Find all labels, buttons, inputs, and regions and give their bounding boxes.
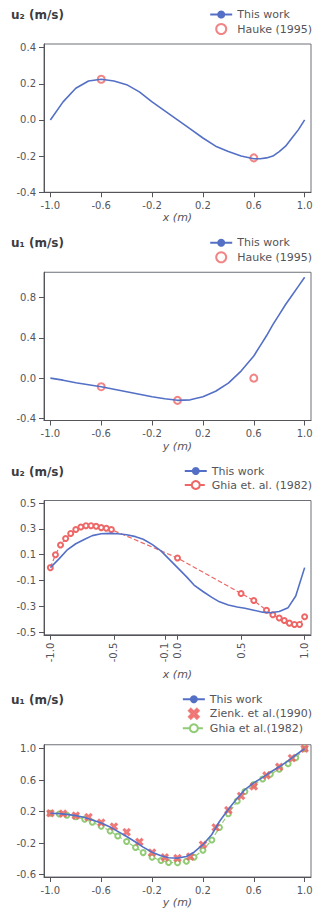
svg-text:-0.2: -0.2 (142, 200, 162, 211)
svg-text:-0.6: -0.6 (91, 885, 111, 896)
svg-text:y (m): y (m) (162, 440, 192, 453)
svg-text:This work: This work (209, 693, 263, 706)
svg-text:0.4: 0.4 (20, 332, 36, 343)
svg-text:-0.1: -0.1 (16, 575, 36, 586)
svg-text:Zienk. et al.(1990): Zienk. et al.(1990) (210, 707, 312, 720)
svg-text:-0.1: -0.1 (159, 643, 170, 663)
svg-text:1.0: 1.0 (299, 643, 310, 659)
svg-text:y (m): y (m) (162, 896, 192, 909)
svg-text:-0.6: -0.6 (91, 428, 111, 439)
svg-text:0.2: 0.2 (20, 78, 36, 89)
svg-text:-0.6: -0.6 (16, 869, 36, 880)
svg-text:-1.0: -1.0 (41, 885, 61, 896)
svg-text:1.0: 1.0 (297, 200, 313, 211)
svg-text:0.6: 0.6 (246, 200, 262, 211)
svg-text:-0.2: -0.2 (16, 151, 36, 162)
svg-text:Ghia et al.(1982): Ghia et al.(1982) (210, 722, 303, 735)
svg-text:0.2: 0.2 (195, 428, 211, 439)
svg-text:-1.0: -1.0 (41, 428, 61, 439)
svg-text:0.3: 0.3 (20, 523, 36, 534)
svg-text:0.2: 0.2 (195, 200, 211, 211)
svg-text:-0.2: -0.2 (142, 428, 162, 439)
svg-text:-0.4: -0.4 (16, 187, 36, 198)
svg-text:-0.3: -0.3 (16, 601, 36, 612)
svg-text:0.6: 0.6 (246, 885, 262, 896)
svg-text:u₁ (m/s): u₁ (m/s) (11, 236, 64, 250)
svg-text:u₂ (m/s): u₂ (m/s) (11, 465, 64, 479)
svg-text:-0.2: -0.2 (16, 838, 36, 849)
svg-text:0.6: 0.6 (246, 428, 262, 439)
svg-text:0.2: 0.2 (195, 885, 211, 896)
svg-text:-0.4: -0.4 (16, 413, 36, 424)
svg-text:This work: This work (236, 8, 290, 21)
svg-text:1.0: 1.0 (20, 743, 36, 754)
svg-text:0.8: 0.8 (20, 292, 36, 303)
svg-text:-0.6: -0.6 (91, 200, 111, 211)
svg-text:0.2: 0.2 (20, 806, 36, 817)
svg-text:0.5: 0.5 (236, 643, 247, 659)
svg-text:-0.5: -0.5 (108, 643, 119, 663)
svg-text:-0.2: -0.2 (142, 885, 162, 896)
svg-text:This work: This work (211, 465, 265, 478)
svg-text:0.6: 0.6 (20, 775, 36, 786)
svg-text:0.4: 0.4 (20, 42, 36, 53)
svg-text:x (m): x (m) (162, 211, 192, 224)
svg-text:0.0: 0.0 (20, 114, 36, 125)
svg-text:x (m): x (m) (162, 668, 192, 681)
svg-text:0.0: 0.0 (172, 643, 183, 659)
svg-text:Hauke (1995): Hauke (1995) (237, 251, 312, 264)
svg-text:Ghia et. al. (1982): Ghia et. al. (1982) (212, 479, 312, 492)
svg-text:1.0: 1.0 (297, 885, 313, 896)
svg-text:-1.0: -1.0 (41, 200, 61, 211)
svg-text:u₂ (m/s): u₂ (m/s) (11, 8, 64, 22)
svg-text:-0.5: -0.5 (16, 627, 36, 638)
svg-text:Hauke (1995): Hauke (1995) (237, 23, 312, 36)
svg-text:0.5: 0.5 (20, 498, 36, 509)
svg-text:u₁ (m/s): u₁ (m/s) (11, 693, 64, 707)
svg-text:-1.0: -1.0 (45, 643, 56, 663)
svg-text:0.0: 0.0 (20, 373, 36, 384)
svg-text:This work: This work (236, 236, 290, 249)
svg-text:1.0: 1.0 (297, 428, 313, 439)
svg-text:0.1: 0.1 (20, 549, 36, 560)
